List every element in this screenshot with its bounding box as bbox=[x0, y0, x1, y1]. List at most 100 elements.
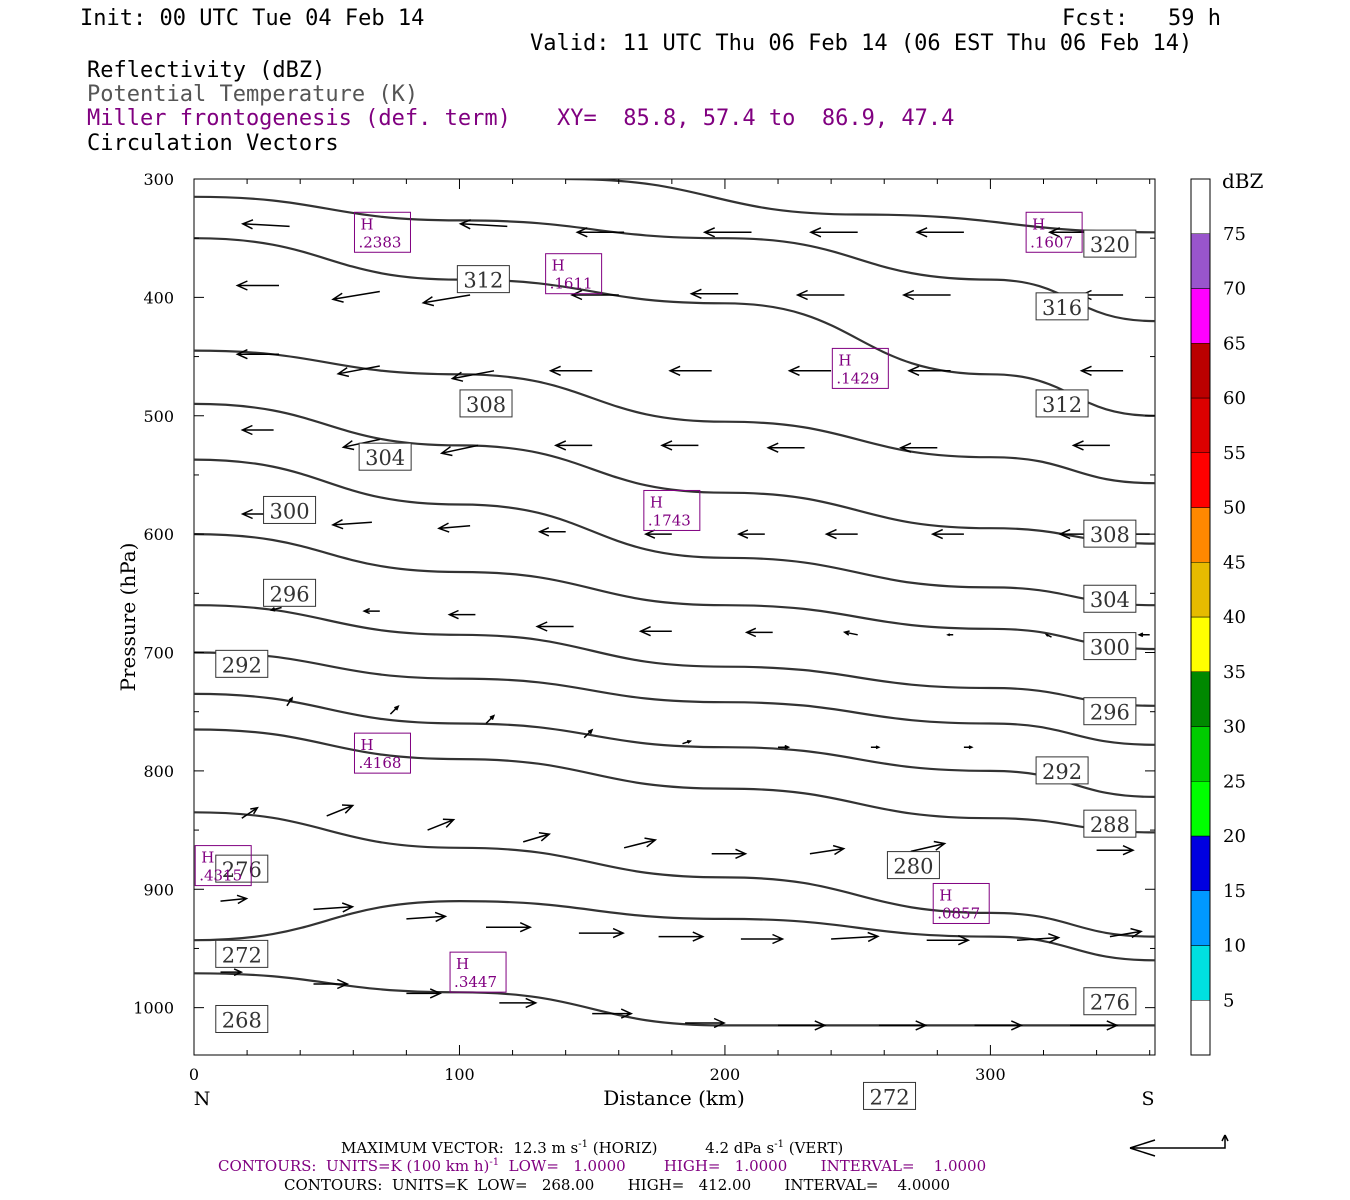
reference-vector bbox=[1129, 1134, 1229, 1157]
theta-label-box bbox=[215, 939, 269, 968]
circulation-vector bbox=[326, 804, 355, 817]
y-tick-label: 600 bbox=[143, 525, 174, 544]
circulation-vector bbox=[831, 931, 880, 943]
colorbar-swatch bbox=[1190, 945, 1211, 1001]
frontogenesis-max-box bbox=[643, 489, 701, 531]
frontogenesis-max-value: .2383 bbox=[358, 233, 401, 251]
frontogenesis-max-box bbox=[831, 347, 889, 389]
y-axis-label: Pressure (hPa) bbox=[116, 543, 140, 692]
circulation-vector bbox=[842, 630, 858, 636]
circulation-vector bbox=[406, 911, 448, 923]
circulation-vector bbox=[535, 621, 574, 632]
circulation-vector bbox=[795, 289, 845, 301]
theta-label: 308 bbox=[1090, 523, 1130, 547]
frontogenesis-max-value: .0857 bbox=[937, 904, 980, 922]
circulation-vector bbox=[682, 739, 693, 745]
colorbar-swatch bbox=[1190, 233, 1211, 289]
colorbar-swatch bbox=[1190, 397, 1211, 453]
forecast-hour: Fcst: 59 h bbox=[1062, 6, 1221, 31]
theta-label-box bbox=[263, 578, 317, 607]
circulation-vector bbox=[623, 837, 658, 849]
theta-label: 296 bbox=[270, 582, 310, 606]
colorbar-level-label: 10 bbox=[1223, 936, 1246, 957]
circulation-vector bbox=[926, 935, 971, 946]
field-potential-temperature: Potential Temperature (K) bbox=[87, 82, 419, 107]
theta-contour-316 bbox=[194, 237, 1155, 417]
circulation-vector bbox=[450, 370, 495, 382]
colorbar-swatch bbox=[1190, 890, 1211, 946]
y-tick-label: 1000 bbox=[133, 999, 174, 1018]
colorbar-swatch bbox=[1190, 452, 1211, 508]
colorbar-level-label: 5 bbox=[1223, 990, 1234, 1011]
frontogenesis-max-letter: H bbox=[552, 257, 565, 275]
circulation-vector bbox=[744, 627, 773, 638]
frontogenesis-maxima: H.2383H.1611H.1607H.1429H.1743H.4168H.43… bbox=[194, 211, 1083, 993]
y-tick-label: 500 bbox=[143, 407, 174, 426]
frontogenesis-max-letter: H bbox=[456, 955, 469, 973]
circulation-vector bbox=[583, 728, 594, 739]
circulation-vector bbox=[220, 968, 244, 977]
y-tick-label: 700 bbox=[143, 644, 174, 663]
circulation-vector bbox=[901, 289, 951, 301]
circulation-vector bbox=[1109, 927, 1143, 939]
theta-contour-320 bbox=[194, 195, 1155, 323]
theta-label-box bbox=[1083, 632, 1137, 661]
field-circulation-vectors: Circulation Vectors bbox=[87, 131, 339, 156]
circulation-vector bbox=[824, 528, 858, 540]
circulation-vector bbox=[570, 289, 619, 301]
x-tick-label: 100 bbox=[444, 1065, 475, 1084]
colorbar-swatch bbox=[1190, 178, 1211, 234]
circulation-vector bbox=[1137, 632, 1150, 638]
colorbar-level-label: 40 bbox=[1223, 607, 1246, 628]
theta-label: 292 bbox=[222, 653, 262, 677]
circulation-vector bbox=[220, 894, 249, 905]
colorbar-swatch bbox=[1190, 726, 1211, 782]
circulation-vector bbox=[974, 1020, 1024, 1031]
circulation-vector bbox=[778, 744, 791, 750]
circulation-vector bbox=[336, 365, 380, 378]
circulation-vector bbox=[522, 832, 551, 843]
colorbar-level-label: 75 bbox=[1223, 224, 1246, 245]
theta-contour-288 bbox=[194, 692, 1155, 798]
circulation-vector bbox=[787, 365, 832, 376]
theta-label-box bbox=[215, 854, 269, 883]
circulation-vector bbox=[963, 745, 974, 750]
theta-contour-284 bbox=[194, 728, 1155, 834]
circulation-vector bbox=[1070, 1020, 1119, 1031]
circulation-vector bbox=[740, 933, 785, 945]
circulation-vector bbox=[870, 745, 881, 750]
theta-label: 304 bbox=[365, 446, 405, 470]
circulation-vector bbox=[592, 1008, 634, 1019]
circulation-vector bbox=[286, 696, 294, 707]
theta-label-box bbox=[1083, 229, 1137, 258]
circulation-vector bbox=[643, 529, 672, 539]
colorbar-level-label: 60 bbox=[1223, 388, 1246, 409]
theta-label: 272 bbox=[869, 1085, 909, 1109]
frontogenesis-max-value: .1607 bbox=[1030, 233, 1073, 251]
circulation-vector bbox=[575, 227, 625, 238]
theta-label-box bbox=[1083, 809, 1137, 838]
circulation-vector bbox=[907, 365, 951, 376]
plot-area bbox=[193, 178, 1156, 1056]
circulation-vector bbox=[638, 626, 672, 637]
theta-label: 304 bbox=[1090, 588, 1130, 612]
frontogenesis-max-box bbox=[545, 253, 603, 295]
circulation-vector bbox=[915, 227, 964, 238]
x-axis-label: Distance (km) bbox=[603, 1086, 745, 1110]
theta-contour-296 bbox=[194, 604, 1155, 707]
circulation-vector bbox=[406, 988, 443, 999]
colorbar-level-label: 35 bbox=[1223, 662, 1246, 683]
circulation-vector bbox=[389, 704, 400, 715]
circulation-vector bbox=[899, 442, 938, 453]
circulation-vector bbox=[702, 227, 752, 238]
y-tick-label: 800 bbox=[143, 762, 174, 781]
north-end-label: N bbox=[194, 1088, 211, 1110]
theta-label: 296 bbox=[1090, 701, 1130, 725]
colorbar-level-label: 30 bbox=[1223, 717, 1246, 738]
circulation-vector bbox=[1079, 365, 1124, 376]
theta-label-box bbox=[1083, 519, 1137, 548]
circulation-vector bbox=[240, 424, 274, 436]
circulation-vector bbox=[578, 927, 625, 939]
circulation-vector bbox=[878, 1020, 928, 1031]
